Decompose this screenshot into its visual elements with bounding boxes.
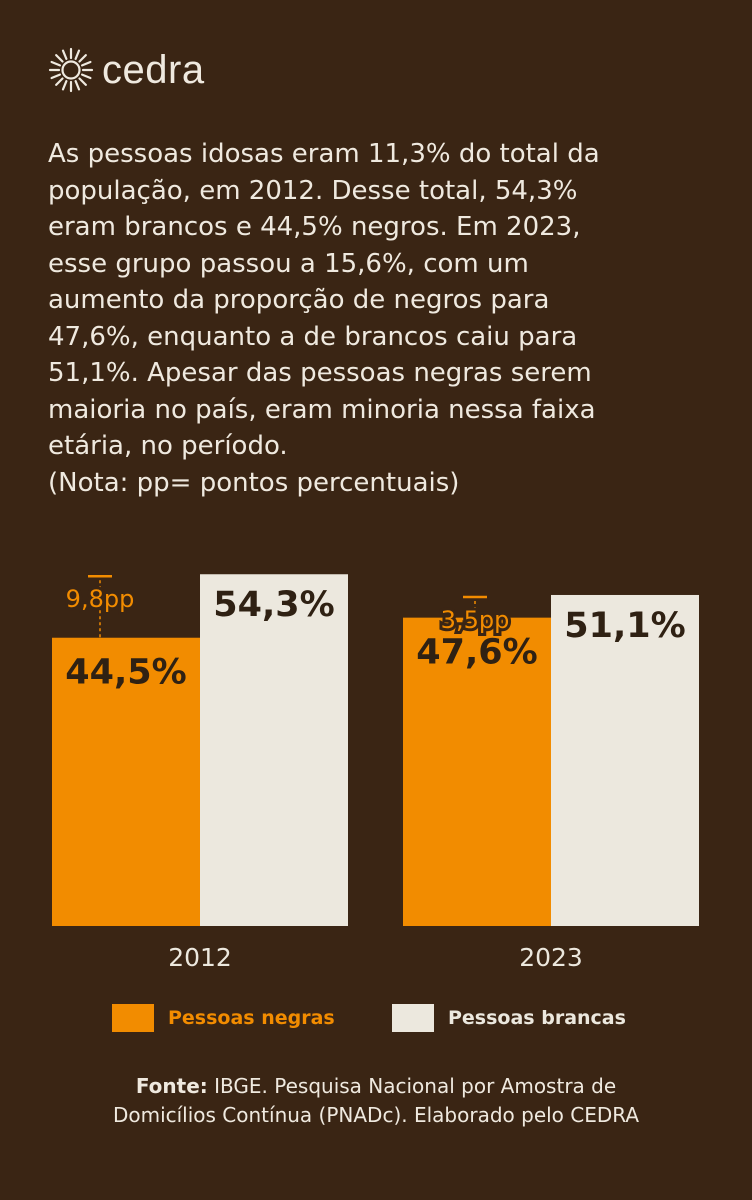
intro-text: As pessoas idosas eram 11,3% do total da… [48,136,720,501]
sun-burst-icon [48,47,94,93]
source-text-1: IBGE. Pesquisa Nacional por Amostra de [214,1074,617,1098]
intro-line: 51,1%. Apesar das pessoas negras serem [48,358,592,388]
bar-brancas-2012 [200,574,348,926]
source-line-1: Fonte: IBGE. Pesquisa Nacional por Amost… [0,1072,752,1101]
category-label: 2023 [519,943,583,972]
bar-value-label: 44,5% [65,653,186,693]
legend-label-negras: Pessoas negras [168,1007,335,1029]
bar-value-label: 54,3% [213,585,334,625]
gap-label: 3,5pp [441,606,510,634]
category-label: 2012 [168,943,232,972]
bar-negras-2023 [403,617,551,926]
legend-swatch-negras [112,1004,154,1032]
bar-value-label: 51,1% [564,606,685,646]
legend-item-brancas: Pessoas brancas [392,1004,626,1032]
source-prefix: Fonte: [135,1074,208,1098]
bar-negras-2012 [52,637,200,926]
intro-line: maioria no país, eram minoria nessa faix… [48,394,596,425]
source-note: Fonte: IBGE. Pesquisa Nacional por Amost… [0,1072,752,1130]
intro-line: As pessoas idosas eram 11,3% do total da [48,139,600,169]
intro-line: etária, no período. [48,431,288,461]
intro-line: eram brancos e 44,5% negros. Em 2023, [48,212,581,242]
brand-logo: cedra [48,42,205,98]
gap-label: 9,8pp [66,585,135,613]
bar-brancas-2023 [551,594,699,926]
legend-item-negras: Pessoas negras [112,1004,335,1032]
intro-line: 47,6%, enquanto a de brancos caiu para [48,321,578,352]
chart-legend: Pessoas negras Pessoas brancas [0,1004,752,1036]
bar-value-label: 47,6% [416,633,537,673]
source-line-2: Domicílios Contínua (PNADc). Elaborado p… [112,1103,640,1127]
bar-chart: 44,5% 54,3% 9,8pp 2012 47,6% 51,1% 3,5pp 2023 [52,574,699,972]
legend-swatch-brancas [392,1004,434,1032]
intro-line: população, em 2012. Desse total, 54,3% [48,175,578,206]
legend-label-brancas: Pessoas brancas [448,1007,626,1029]
intro-line: esse grupo passou a 15,6%, com um [48,248,529,279]
intro-line: (Nota: pp= pontos percentuais) [48,467,460,498]
brand-name: cedra [102,47,205,92]
intro-line: aumento da proporção de negros para [48,285,550,315]
